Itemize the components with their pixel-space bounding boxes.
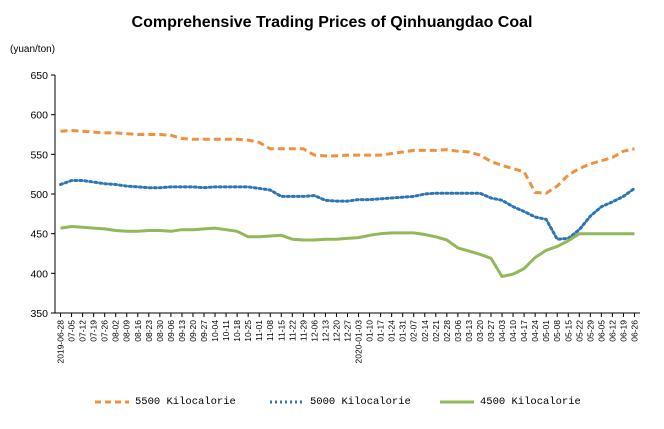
x-tick-label: 08-16 <box>133 320 143 342</box>
legend-item-4500: 4500 Kilocalorie <box>440 396 581 408</box>
legend-label-5500: 5500 Kilocalorie <box>135 396 236 408</box>
legend-swatch-4500 <box>440 400 474 404</box>
series-line-1 <box>59 179 636 241</box>
legend-item-5500: 5500 Kilocalorie <box>95 396 236 408</box>
legend-item-5000: 5000 Kilocalorie <box>270 396 411 408</box>
x-tick-label: 07-05 <box>67 320 77 342</box>
series-line-0 <box>60 129 635 195</box>
x-tick-label: 02-21 <box>431 320 441 342</box>
x-tick-label: 07-19 <box>89 320 99 342</box>
x-tick-label: 11-15 <box>276 320 286 341</box>
legend: 5500 Kilocalorie 5000 Kilocalorie 4500 K… <box>0 396 664 416</box>
x-tick-label: 04-10 <box>508 320 518 342</box>
x-tick-label: 05-01 <box>541 320 551 342</box>
x-tick-label: 12-20 <box>331 320 341 342</box>
x-tick-label: 03-27 <box>486 320 496 342</box>
x-tick-label: 04-17 <box>519 320 529 342</box>
x-tick-label: 01-24 <box>387 320 397 342</box>
y-tick-label: 350 <box>30 308 48 320</box>
x-tick-label: 2019-06-28 <box>56 320 66 364</box>
legend-label-4500: 4500 Kilocalorie <box>480 396 581 408</box>
legend-swatch-5500 <box>95 400 129 404</box>
x-tick-label: 08-09 <box>122 320 132 342</box>
x-tick-label: 11-01 <box>254 320 264 341</box>
x-tick-label: 09-06 <box>166 320 176 342</box>
x-tick-label: 02-28 <box>442 320 452 342</box>
x-tick-label: 11-29 <box>298 320 308 341</box>
x-tick-label: 04-24 <box>530 320 540 342</box>
x-tick-label: 03-20 <box>475 320 485 342</box>
x-tick-label: 09-27 <box>199 320 209 342</box>
x-tick-label: 08-02 <box>111 320 121 342</box>
x-tick-label: 11-22 <box>287 320 297 341</box>
x-tick-label: 10-04 <box>210 320 220 342</box>
y-tick-label: 550 <box>30 149 48 161</box>
series-line-2 <box>60 225 635 278</box>
x-tick-label: 2020-01-03 <box>354 320 364 364</box>
x-tick-label: 10-25 <box>243 320 253 342</box>
y-axis-ticks: 350 400 450 500 550 600 650 <box>30 70 55 320</box>
x-tick-label: 05-08 <box>552 320 562 342</box>
x-tick-label: 05-15 <box>563 320 573 342</box>
x-tick-label: 07-12 <box>78 320 88 342</box>
x-tick-label: 06-19 <box>618 320 628 342</box>
x-tick-label: 08-23 <box>144 320 154 342</box>
x-tick-label: 06-05 <box>596 320 606 342</box>
x-tick-label: 04-03 <box>497 320 507 342</box>
x-tick-label: 01-31 <box>398 320 408 342</box>
y-tick-label: 650 <box>30 70 48 82</box>
x-tick-label: 12-27 <box>343 320 353 342</box>
y-tick-label: 600 <box>30 110 48 122</box>
x-tick-label: 10-11 <box>221 320 231 341</box>
y-tick-label: 400 <box>30 268 48 280</box>
chart-axes <box>54 75 640 314</box>
x-tick-label: 09-13 <box>177 320 187 342</box>
legend-label-5000: 5000 Kilocalorie <box>310 396 411 408</box>
x-tick-label: 06-26 <box>629 320 639 342</box>
x-tick-label: 03-13 <box>464 320 474 342</box>
legend-swatch-5000 <box>270 400 304 404</box>
x-tick-label: 02-07 <box>409 320 419 342</box>
x-tick-label: 01-17 <box>376 320 386 342</box>
x-tick-label: 12-06 <box>309 320 319 342</box>
x-axis-ticks: 2019-06-28 07-05 07-12 07-19 07-26 08-02 08-09… <box>56 313 639 364</box>
x-tick-label: 07-26 <box>100 320 110 342</box>
x-tick-label: 02-14 <box>420 320 430 342</box>
chart-title: Comprehensive Trading Prices of Qinhuang… <box>131 14 533 31</box>
x-tick-label: 01-10 <box>365 320 375 342</box>
y-tick-label: 450 <box>30 229 48 241</box>
x-tick-label: 08-30 <box>155 320 165 342</box>
x-tick-label: 11-08 <box>265 320 275 341</box>
x-tick-label: 10-18 <box>232 320 242 342</box>
series-lines <box>59 129 636 278</box>
x-tick-label: 05-22 <box>574 320 584 342</box>
y-tick-label: 500 <box>30 189 48 201</box>
x-tick-label: 09-20 <box>188 320 198 342</box>
x-tick-label: 06-12 <box>607 320 617 342</box>
x-tick-label: 03-06 <box>453 320 463 342</box>
x-tick-label: 05-29 <box>585 320 595 342</box>
x-tick-label: 12-13 <box>320 320 330 342</box>
y-unit-label: (yuan/ton) <box>10 44 56 55</box>
